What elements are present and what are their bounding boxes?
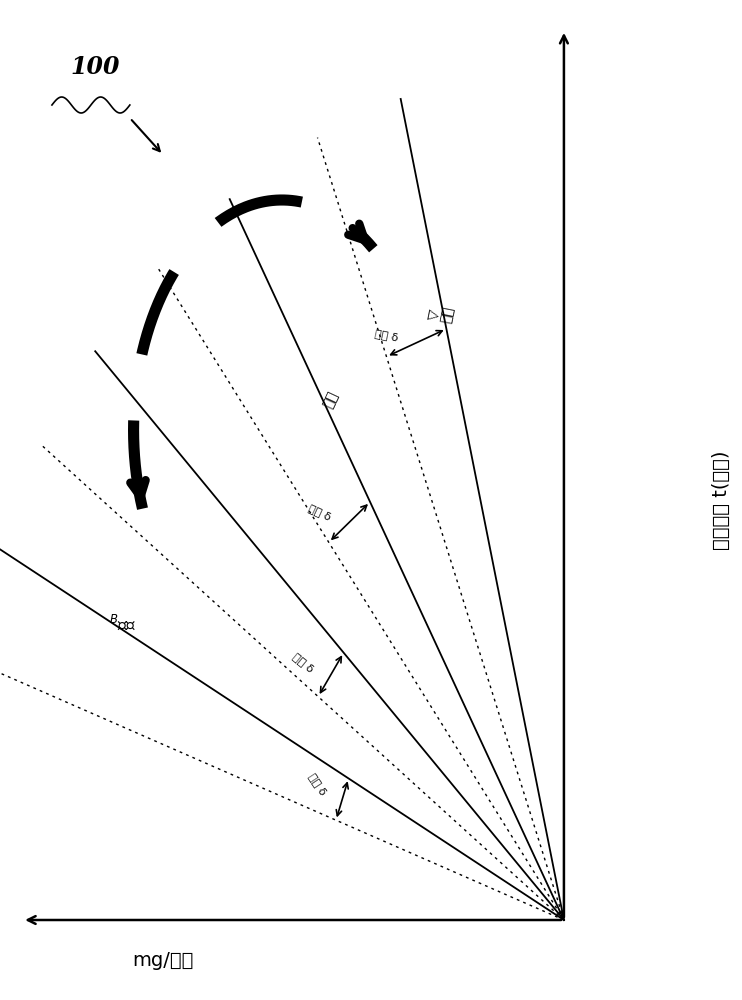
Text: 校准 δ: 校准 δ bbox=[306, 772, 328, 797]
Text: 校准 δ: 校准 δ bbox=[291, 651, 315, 674]
Text: ▽
喷嘴: ▽ 喷嘴 bbox=[426, 302, 456, 324]
Text: 校准 δ: 校准 δ bbox=[374, 328, 399, 343]
Text: 持续时间 t(微秒): 持续时间 t(微秒) bbox=[712, 450, 731, 550]
Text: 校准: 校准 bbox=[321, 389, 341, 410]
Text: $^B$磨损: $^B$磨损 bbox=[109, 615, 137, 634]
Text: 校准 δ: 校准 δ bbox=[307, 503, 333, 522]
Text: mg/冲程: mg/冲程 bbox=[133, 951, 194, 970]
Text: 100: 100 bbox=[70, 55, 120, 79]
